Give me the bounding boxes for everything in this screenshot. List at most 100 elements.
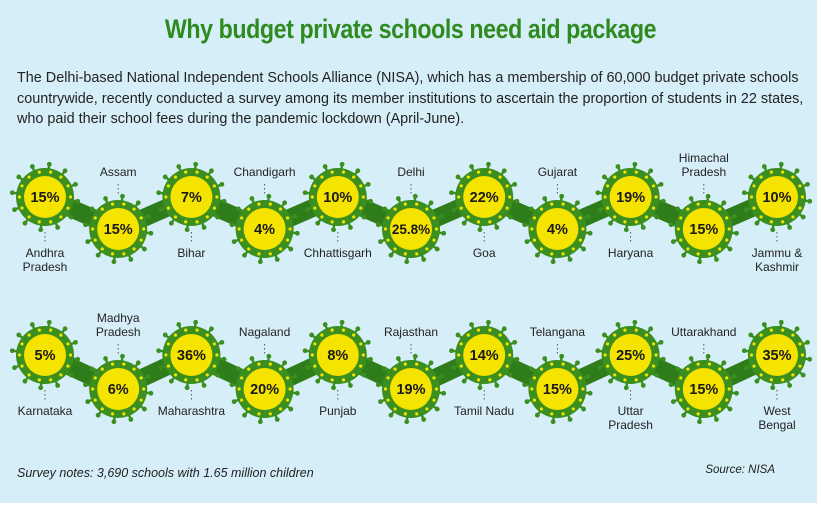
virus-ring-dot — [581, 227, 585, 231]
virus-ring-dot — [718, 367, 722, 371]
virus-core — [536, 208, 579, 250]
virus-spike-tip — [421, 257, 427, 262]
virus-ring-dot — [725, 398, 729, 402]
virus-ring-dot — [781, 378, 785, 382]
virus-ring-dot — [432, 376, 436, 380]
virus-spike-tip — [734, 230, 739, 236]
virus-ring-dot — [459, 184, 463, 188]
virus-ring-dot — [386, 376, 390, 380]
virus-ring-dot — [359, 364, 363, 368]
virus-spike-tip — [288, 406, 294, 412]
virus-ring-dot — [550, 412, 554, 416]
virus-ring-dot — [268, 412, 272, 416]
virus-ring-dot — [257, 362, 261, 366]
virus-spike-tip — [266, 353, 272, 359]
virus-ring-dot — [173, 215, 178, 219]
virus-ring-dot — [707, 412, 712, 416]
virus-spike-tip — [428, 360, 434, 366]
virus-ring-dot — [393, 407, 397, 411]
virus-spike-tip — [608, 220, 613, 226]
virus-ring-dot — [752, 206, 756, 210]
virus-ring-dot — [769, 170, 773, 174]
virus-ring-dot — [132, 407, 136, 411]
virus-ring-dot — [752, 184, 756, 188]
virus-spike-tip — [550, 259, 556, 265]
virus-ring-dot — [393, 247, 397, 251]
virus-spike-tip — [528, 206, 534, 212]
virus-spike-tip — [660, 356, 666, 362]
virus-ring-dot — [166, 184, 171, 188]
virus-ring-dot — [798, 342, 802, 346]
virus-ring-dot — [195, 170, 199, 174]
virus-ring-dot — [278, 207, 283, 211]
virus-spike-tip — [714, 417, 719, 422]
virus-spike-tip — [615, 164, 621, 169]
virus-spike-tip — [534, 252, 540, 258]
virus-spike-tip — [681, 412, 687, 418]
virus-spike-tip — [794, 168, 800, 174]
state-label: Rajasthan — [384, 325, 438, 339]
virus-spike-tip — [514, 198, 520, 204]
virus-node-karnataka: 5% Karnataka — [9, 319, 81, 418]
virus-ring-dot — [359, 206, 363, 210]
virus-ring-dot — [550, 252, 554, 256]
virus-ring-dot — [212, 184, 216, 188]
virus-ring-dot — [215, 353, 219, 357]
virus-spike-tip — [158, 207, 164, 213]
virus-spike-tip — [73, 181, 78, 187]
virus-ring-dot — [679, 398, 683, 402]
virus-spike-tip — [512, 181, 518, 187]
virus-spike-tip — [348, 383, 353, 388]
virus-node-nagaland: 20% Nagaland — [229, 325, 300, 425]
virus-ring-dot — [320, 373, 324, 377]
value-label: 25% — [616, 348, 645, 364]
virus-ring-dot — [457, 195, 461, 199]
virus-ring-dot — [432, 238, 436, 242]
virus-spike-tip — [288, 246, 294, 252]
virus-spike-tip — [404, 419, 410, 425]
virus-core — [316, 334, 359, 376]
virus-ring-dot — [532, 376, 537, 380]
value-label: 19% — [616, 190, 645, 206]
virus-spike-tip — [304, 207, 310, 213]
virus-spike-tip — [486, 161, 491, 167]
virus-spike-tip — [215, 372, 220, 378]
virus-spike-tip — [193, 319, 199, 325]
virus-spike-tip — [309, 332, 315, 338]
virus-spike-tip — [215, 214, 220, 220]
virus-ring-dot — [237, 227, 241, 231]
virus-ring-dot — [466, 175, 470, 179]
virus-ring-dot — [613, 333, 617, 337]
virus-spike-tip — [257, 259, 263, 265]
virus-ring-dot — [505, 364, 509, 368]
virus-ring-dot — [386, 238, 390, 242]
virus-spike-tip — [542, 196, 548, 201]
virus-ring-dot — [578, 216, 582, 220]
virus-ring-dot — [383, 227, 388, 231]
virus-ring-dot — [613, 175, 617, 179]
virus-spike-tip — [348, 225, 353, 230]
virus-ring-dot — [359, 184, 363, 188]
virus-spike-tip — [156, 348, 162, 354]
virus-ring-dot — [49, 328, 53, 332]
state-label: Jammu & — [752, 246, 803, 260]
virus-ring-dot — [66, 364, 70, 368]
virus-spike-tip — [567, 257, 573, 262]
virus-spike-tip — [744, 365, 749, 371]
virus-spike-tip — [805, 181, 810, 187]
virus-ring-dot — [571, 207, 575, 211]
state-label: Pradesh — [96, 325, 141, 339]
virus-spike-tip — [648, 168, 654, 174]
virus-ring-dot — [403, 412, 407, 416]
virus-spike-tip — [587, 390, 593, 396]
virus-spike-tip — [714, 257, 719, 262]
virus-spike-tip — [22, 220, 28, 226]
value-label: 15% — [689, 222, 718, 238]
virus-spike-tip — [595, 348, 601, 354]
virus-ring-dot — [727, 227, 731, 231]
virus-ring-dot — [505, 342, 509, 346]
virus-spike-tip — [434, 406, 440, 412]
virus-ring-dot — [205, 373, 209, 377]
virus-spike-tip — [141, 246, 147, 252]
virus-spike-tip — [128, 417, 134, 422]
